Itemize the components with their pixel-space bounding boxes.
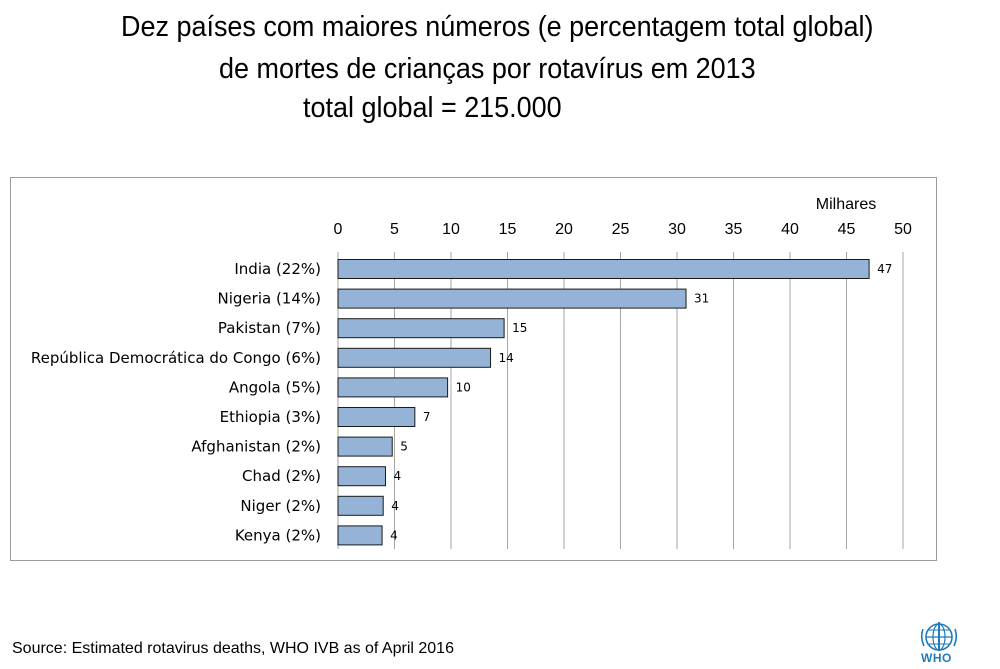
bar [337,259,870,279]
bar [337,288,687,309]
x-tick-label: 20 [555,221,573,238]
title-line-2: de mortes de crianças por rotavírus em 2… [219,53,756,85]
data-label: 4 [390,528,398,542]
chart-frame: 0 5 10 15 20 25 30 35 40 45 50 Milhares India (22%) 4… [10,177,937,561]
bar [337,495,384,516]
category-label: Afghanistan (2%) [191,438,321,456]
category-label: Chad (2%) [242,467,321,485]
data-label: 47 [877,262,892,276]
x-tick-label: 10 [442,221,460,238]
bar [337,407,416,427]
who-emblem-icon [920,622,958,651]
x-tick-label: 30 [668,221,686,238]
data-label: 31 [694,292,709,306]
x-tick-label: 0 [334,221,343,238]
x-tick-label: 35 [725,221,743,238]
data-label: 15 [512,321,527,335]
category-label: Ethiopia (3%) [220,408,321,426]
bar [337,318,505,339]
source-note: Source: Estimated rotavirus deaths, WHO … [12,640,454,657]
x-tick-label: 40 [781,221,799,238]
bar [337,347,492,368]
data-label: 7 [423,410,431,424]
category-label: Angola (5%) [229,378,321,396]
category-label: República Democrática do Congo (6%) [31,349,321,367]
category-label: Nigeria (14%) [218,290,321,308]
title-line-1: Dez países com maiores números (e percen… [121,11,874,43]
x-tick-label: 45 [838,221,856,238]
x-tick-label: 15 [499,221,517,238]
title-line-3: total global = 215.000 [303,92,562,124]
data-label: 14 [499,351,514,365]
category-label: Pakistan (7%) [218,319,321,337]
bar [337,436,393,457]
bar [337,525,383,546]
x-tick-label: 50 [894,221,912,238]
x-tick-label: 5 [390,221,399,238]
category-label: Kenya (2%) [235,526,321,544]
category-label: Niger (2%) [240,497,321,515]
data-label: 4 [393,469,401,483]
axis-title: Milhares [816,196,876,213]
data-label: 10 [456,380,471,394]
bar [337,466,386,487]
who-logo-text: WHO [921,651,952,665]
data-label: 4 [391,499,399,513]
bar [337,377,449,398]
category-label: India (22%) [234,260,321,278]
x-tick-label: 25 [612,221,630,238]
data-label: 5 [400,440,408,454]
